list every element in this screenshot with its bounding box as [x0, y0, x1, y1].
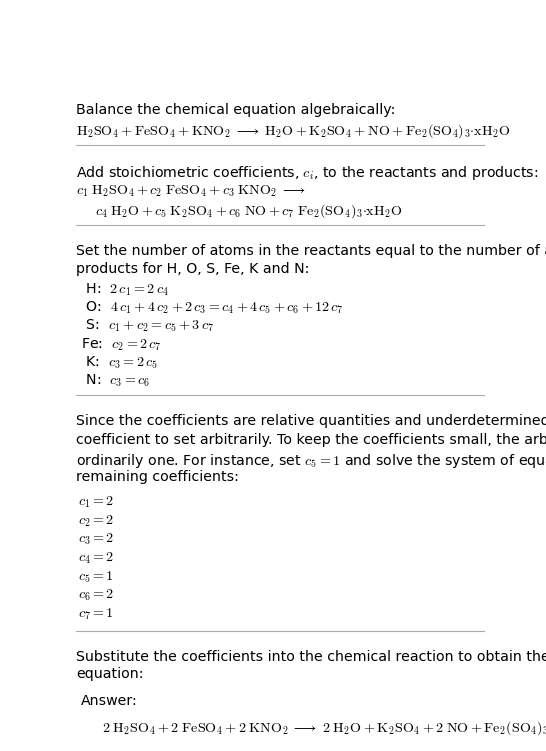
Text: O:  $4\,c_1+4\,c_2+2\,c_3=c_4+4\,c_5+c_6+12\,c_7$: O: $4\,c_1+4\,c_2+2\,c_3=c_4+4\,c_5+c_6+…	[81, 300, 343, 316]
Text: Substitute the coefficients into the chemical reaction to obtain the balanced: Substitute the coefficients into the che…	[76, 650, 546, 664]
Text: Since the coefficients are relative quantities and underdetermined, choose a: Since the coefficients are relative quan…	[76, 415, 546, 428]
Text: remaining coefficients:: remaining coefficients:	[76, 470, 239, 484]
Text: ordinarily one. For instance, set $c_5 = 1$ and solve the system of equations fo: ordinarily one. For instance, set $c_5 =…	[76, 451, 546, 469]
Text: Balance the chemical equation algebraically:: Balance the chemical equation algebraica…	[76, 103, 395, 117]
Text: Set the number of atoms in the reactants equal to the number of atoms in the: Set the number of atoms in the reactants…	[76, 244, 546, 258]
Text: Add stoichiometric coefficients, $c_i$, to the reactants and products:: Add stoichiometric coefficients, $c_i$, …	[76, 164, 538, 182]
Text: Answer:: Answer:	[80, 694, 137, 707]
Text: $c_5 = 1$: $c_5 = 1$	[78, 569, 114, 585]
Text: S:  $c_1+c_2=c_5+3\,c_7$: S: $c_1+c_2=c_5+3\,c_7$	[81, 318, 214, 334]
Text: equation:: equation:	[76, 667, 144, 681]
Text: $2\;\mathrm{H_2SO_4}+2\;\mathrm{FeSO_4}+2\;\mathrm{KNO_2}$$\;\longrightarrow\;$$: $2\;\mathrm{H_2SO_4}+2\;\mathrm{FeSO_4}+…	[102, 719, 546, 737]
Text: Fe:  $c_2=2\,c_7$: Fe: $c_2=2\,c_7$	[81, 336, 162, 352]
Text: products for H, O, S, Fe, K and N:: products for H, O, S, Fe, K and N:	[76, 261, 309, 276]
Text: $c_4\;\mathrm{H_2O}+c_5\;\mathrm{K_2SO_4}+c_6\;\mathrm{NO}+c_7\;\mathrm{Fe_2(SO_: $c_4\;\mathrm{H_2O}+c_5\;\mathrm{K_2SO_4…	[95, 203, 402, 220]
Text: $c_2 = 2$: $c_2 = 2$	[78, 513, 114, 529]
Text: $c_6 = 2$: $c_6 = 2$	[78, 588, 114, 604]
Text: $c_7 = 1$: $c_7 = 1$	[78, 607, 114, 623]
Text: $c_4 = 2$: $c_4 = 2$	[78, 550, 114, 566]
Text: $c_1 = 2$: $c_1 = 2$	[78, 494, 114, 510]
Text: $c_1\;\mathrm{H_2SO_4}+c_2\;\mathrm{FeSO_4}+c_3\;\mathrm{KNO_2}\;\longrightarrow: $c_1\;\mathrm{H_2SO_4}+c_2\;\mathrm{FeSO…	[76, 183, 306, 199]
Text: K:  $c_3=2\,c_5$: K: $c_3=2\,c_5$	[81, 354, 158, 371]
Text: coefficient to set arbitrarily. To keep the coefficients small, the arbitrary va: coefficient to set arbitrarily. To keep …	[76, 433, 546, 447]
Text: N:  $c_3=c_6$: N: $c_3=c_6$	[81, 372, 150, 389]
Text: H:  $2\,c_1=2\,c_4$: H: $2\,c_1=2\,c_4$	[81, 282, 169, 298]
FancyBboxPatch shape	[69, 679, 491, 751]
Text: $c_3 = 2$: $c_3 = 2$	[78, 532, 114, 547]
Text: $\mathrm{H_2SO_4+FeSO_4+KNO_2}$$\;\longrightarrow\;$$\mathrm{H_2O+K_2SO_4+NO+Fe_: $\mathrm{H_2SO_4+FeSO_4+KNO_2}$$\;\longr…	[76, 122, 511, 140]
